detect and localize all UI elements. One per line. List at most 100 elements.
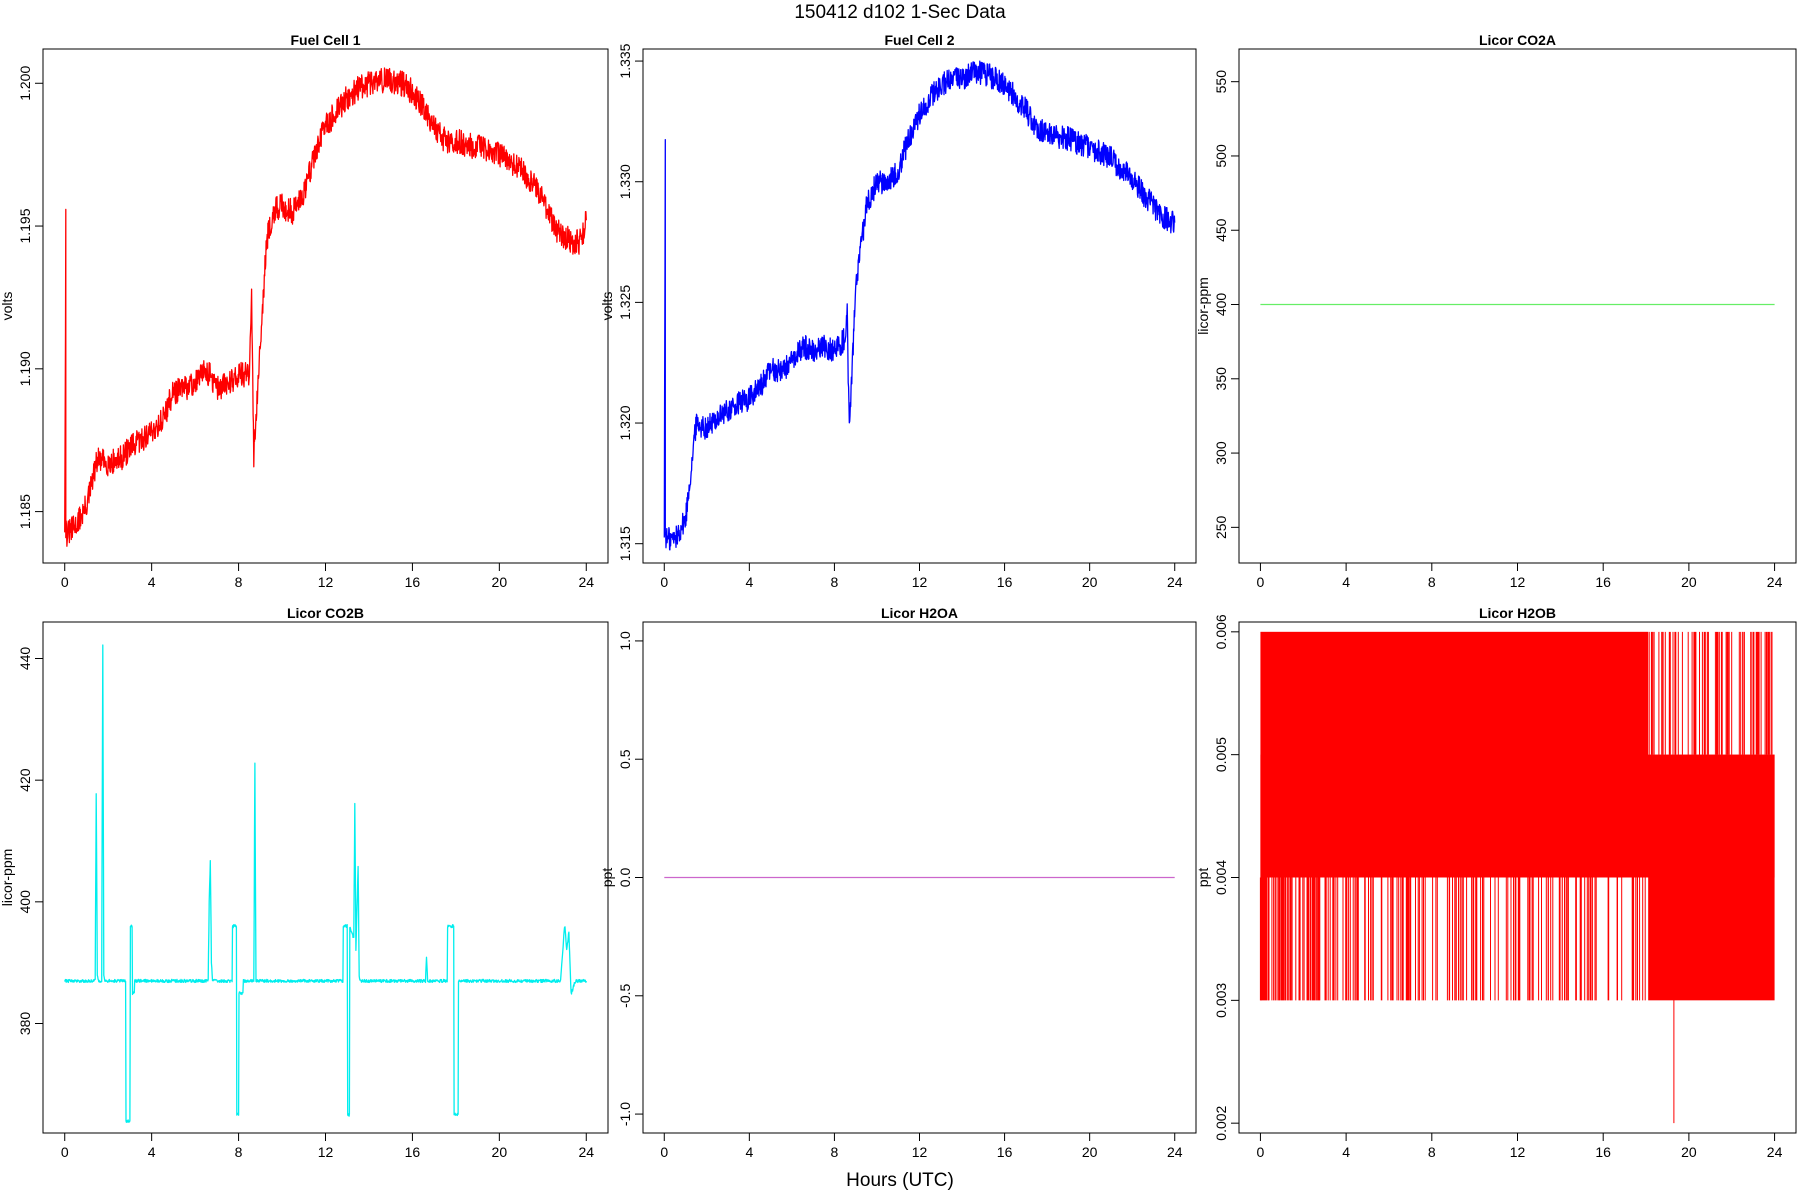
x-tick-label: 16 xyxy=(997,1144,1013,1160)
x-tick-label: 4 xyxy=(148,1144,156,1160)
panel-title: Fuel Cell 1 xyxy=(290,32,360,48)
panel-data xyxy=(663,60,1176,551)
panel-frame xyxy=(642,48,1197,564)
panel-data xyxy=(1259,631,1775,1124)
panel-title: Licor CO2B xyxy=(287,605,364,621)
y-tick-label: 380 xyxy=(17,1012,33,1036)
x-tick-label: 8 xyxy=(235,1144,243,1160)
x-tick-label: 12 xyxy=(912,574,928,590)
x-tick-label: 20 xyxy=(1681,1144,1697,1160)
x-tick-label: 24 xyxy=(1167,1144,1183,1160)
figure-title: 150412 d102 1-Sec Data xyxy=(794,2,1006,23)
x-tick-label: 20 xyxy=(1082,574,1098,590)
panel-y-axis-label: licor-ppm xyxy=(0,849,15,907)
x-tick-label: 0 xyxy=(660,574,668,590)
x-tick-label: 4 xyxy=(148,574,156,590)
x-tick-label: 16 xyxy=(1595,574,1611,590)
y-tick-label: 300 xyxy=(1213,441,1229,465)
y-tick-label: 1.200 xyxy=(17,66,33,101)
panel-4: Licor CO2B licor-ppm 0 4 8 12 16 20 24 380 400 420 4… xyxy=(0,605,609,1160)
y-tick-label: 350 xyxy=(1213,367,1229,391)
x-tick-label: 16 xyxy=(1595,1144,1611,1160)
series-line xyxy=(663,60,1176,551)
x-tick-label: 20 xyxy=(1082,1144,1098,1160)
y-tick-label: -0.5 xyxy=(617,984,633,1008)
x-tick-label: 0 xyxy=(660,1144,668,1160)
x-tick-label: 0 xyxy=(1257,1144,1265,1160)
y-tick-label: 0.003 xyxy=(1213,983,1229,1018)
x-tick-label: 12 xyxy=(318,574,334,590)
panel-2: Fuel Cell 2 volts 0 4 8 12 16 20 24 1.315 1.320 1.3… xyxy=(599,32,1197,590)
y-tick-label: 1.320 xyxy=(617,405,633,440)
series-step-edges xyxy=(1259,631,1773,1001)
x-tick-label: 4 xyxy=(1342,574,1350,590)
y-tick-label: 1.315 xyxy=(617,526,633,561)
x-tick-label: 16 xyxy=(997,574,1013,590)
y-tick-label: 0.004 xyxy=(1213,860,1229,895)
x-tick-label: 24 xyxy=(1767,574,1783,590)
x-tick-label: 20 xyxy=(492,1144,508,1160)
y-tick-label: 0.006 xyxy=(1213,614,1229,649)
x-tick-label: 4 xyxy=(745,574,753,590)
panel-1: Fuel Cell 1 volts 0 4 8 12 16 20 24 1.185 1.190 1.1… xyxy=(0,32,609,590)
x-tick-label: 0 xyxy=(61,1144,69,1160)
x-tick-label: 12 xyxy=(912,1144,928,1160)
x-tick-label: 16 xyxy=(405,574,421,590)
panel-6: Licor H2OB ppt 0 4 8 12 16 20 24 0.002 0.003 0.004 0… xyxy=(1195,605,1797,1160)
y-tick-label: 1.335 xyxy=(617,43,633,78)
x-tick-label: 24 xyxy=(578,574,594,590)
panel-title: Licor H2OA xyxy=(881,605,958,621)
panel-title: Licor H2OB xyxy=(1479,605,1556,621)
x-tick-label: 4 xyxy=(745,1144,753,1160)
y-tick-label: 440 xyxy=(17,647,33,671)
y-tick-label: -1.0 xyxy=(617,1102,633,1126)
x-tick-label: 12 xyxy=(318,1144,334,1160)
x-tick-label: 8 xyxy=(1428,1144,1436,1160)
panel-y-axis-label: ppt xyxy=(599,868,615,888)
x-tick-label: 0 xyxy=(1257,574,1265,590)
panel-y-axis-label: volts xyxy=(0,292,15,321)
x-tick-label: 8 xyxy=(831,574,839,590)
y-tick-label: 0.5 xyxy=(617,749,633,769)
x-tick-label: 20 xyxy=(1681,574,1697,590)
panel-frame xyxy=(42,621,609,1134)
panel-frame xyxy=(1238,621,1797,1134)
panel-data xyxy=(64,644,587,1123)
y-tick-label: 400 xyxy=(17,890,33,914)
x-tick-label: 8 xyxy=(235,574,243,590)
panel-y-axis-label: licor-ppm xyxy=(1195,277,1211,335)
x-tick-label: 24 xyxy=(578,1144,594,1160)
panel-5: Licor H2OA ppt 0 4 8 12 16 20 24 -1.0 -0.5 0.0 0.5 1.… xyxy=(599,605,1197,1160)
x-tick-label: 24 xyxy=(1167,574,1183,590)
y-tick-label: 1.185 xyxy=(17,494,33,529)
x-tick-label: 12 xyxy=(1510,1144,1526,1160)
x-tick-label: 12 xyxy=(1510,574,1526,590)
panel-frame xyxy=(642,621,1197,1134)
y-tick-label: 1.195 xyxy=(17,208,33,243)
series-band-3 xyxy=(1260,754,1775,878)
y-tick-label: 450 xyxy=(1213,218,1229,242)
panel-title: Licor CO2A xyxy=(1479,32,1556,48)
y-tick-label: 0.0 xyxy=(617,868,633,888)
series-line xyxy=(64,67,587,547)
y-tick-label: 1.330 xyxy=(617,164,633,199)
series-line xyxy=(64,644,587,1123)
y-tick-label: 250 xyxy=(1213,515,1229,539)
y-tick-label: 420 xyxy=(17,768,33,792)
x-tick-label: 24 xyxy=(1767,1144,1783,1160)
y-tick-label: 400 xyxy=(1213,293,1229,317)
x-tick-label: 0 xyxy=(61,574,69,590)
y-tick-label: 0.005 xyxy=(1213,737,1229,772)
panel-frame xyxy=(42,48,609,564)
x-tick-label: 20 xyxy=(492,574,508,590)
y-tick-label: 550 xyxy=(1213,70,1229,94)
x-tick-label: 8 xyxy=(831,1144,839,1160)
x-tick-label: 8 xyxy=(1428,574,1436,590)
x-tick-label: 4 xyxy=(1342,1144,1350,1160)
panel-frame xyxy=(1238,48,1797,564)
panel-y-axis-label: ppt xyxy=(1195,868,1211,888)
figure-x-axis-label: Hours (UTC) xyxy=(846,1170,954,1191)
y-tick-label: 1.325 xyxy=(617,285,633,320)
